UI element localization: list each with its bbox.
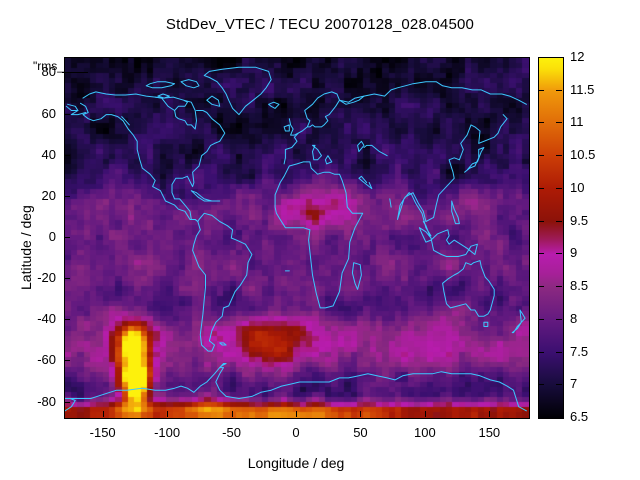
x-tick-mark: [360, 411, 362, 417]
y-tick-mark: [64, 278, 70, 280]
colorbar-tick-mark: [556, 351, 562, 353]
colorbar-tick-mark: [556, 220, 562, 222]
y-tick-mark: [64, 319, 70, 321]
colorbar-tick-label: 9.5: [570, 212, 589, 228]
y-tick-label: 0: [48, 229, 56, 244]
colorbar-tick-mark: [538, 187, 544, 189]
colorbar-tick-mark: [556, 318, 562, 320]
y-tick-mark: [64, 360, 70, 362]
y-tick-mark: [64, 113, 70, 115]
colorbar-tick-mark: [538, 220, 544, 222]
colorbar-tick-label: 7.5: [570, 343, 589, 359]
y-tick-label: 40: [41, 146, 56, 162]
colorbar-tick-label: 9: [570, 245, 578, 261]
y-tick-label: 80: [41, 64, 56, 80]
x-tick-label: -50: [222, 425, 241, 440]
colorbar-tick-mark: [556, 187, 562, 189]
y-tick-label: -20: [37, 270, 56, 286]
x-axis-label: Longitude / deg: [247, 455, 345, 471]
colorbar-tick-mark: [538, 351, 544, 353]
x-tick-mark: [102, 411, 104, 417]
colorbar-tick-mark: [556, 286, 562, 288]
colorbar: [538, 57, 564, 419]
map-plot-area: [64, 57, 530, 419]
colorbar-tick-label: 7: [570, 376, 578, 392]
x-tick-label: 100: [414, 425, 436, 440]
colorbar-tick-label: 8.5: [570, 278, 589, 294]
colorbar-tick-mark: [538, 89, 544, 91]
colorbar-tick-mark: [538, 155, 544, 157]
x-tick-mark: [167, 411, 169, 417]
x-tick-mark: [489, 411, 491, 417]
y-tick-label: -60: [37, 352, 56, 368]
colorbar-tick-label: 8: [570, 310, 578, 326]
colorbar-tick-mark: [538, 253, 544, 255]
colorbar-tick-mark: [556, 89, 562, 91]
colorbar-tick-mark: [538, 122, 544, 124]
y-tick-label: -80: [37, 393, 56, 409]
x-tick-label: -150: [89, 425, 116, 440]
colorbar-tick-label: 6.5: [570, 409, 589, 424]
x-tick-label: 50: [353, 425, 368, 440]
colorbar-tick-mark: [538, 286, 544, 288]
x-tick-mark: [296, 411, 297, 417]
x-tick-label: -100: [154, 425, 181, 440]
colorbar-tick-label: 12: [570, 49, 585, 64]
x-tick-mark: [231, 411, 233, 417]
y-tick-label: -40: [37, 311, 56, 327]
colorbar-tick-label: 11.5: [570, 81, 595, 97]
colorbar-tick-label: 10.5: [570, 147, 596, 163]
vtec-heatmap: [65, 58, 529, 418]
y-tick-mark: [64, 237, 70, 238]
colorbar-tick-label: 10: [570, 179, 585, 195]
page-title: StdDev_VTEC / TECU 20070128_028.04500: [165, 16, 475, 33]
colorbar-tick-mark: [538, 318, 544, 320]
key-sample-line: [62, 72, 88, 73]
x-tick-mark: [424, 411, 426, 417]
y-tick-mark: [64, 154, 70, 156]
colorbar-tick-mark: [538, 384, 544, 386]
y-tick-label: 60: [41, 105, 56, 121]
y-tick-label: 20: [41, 187, 56, 203]
x-tick-label: 0: [292, 425, 300, 440]
colorbar-tick-mark: [556, 122, 562, 124]
colorbar-tick-label: 11: [570, 114, 584, 130]
x-tick-label: 150: [478, 425, 501, 440]
key-title-artifact: "rms_: [33, 59, 64, 73]
colorbar-tick-mark: [556, 253, 562, 255]
colorbar-tick-mark: [556, 155, 562, 157]
y-tick-mark: [64, 401, 70, 403]
y-tick-mark: [64, 195, 70, 197]
colorbar-tick-mark: [556, 384, 562, 386]
